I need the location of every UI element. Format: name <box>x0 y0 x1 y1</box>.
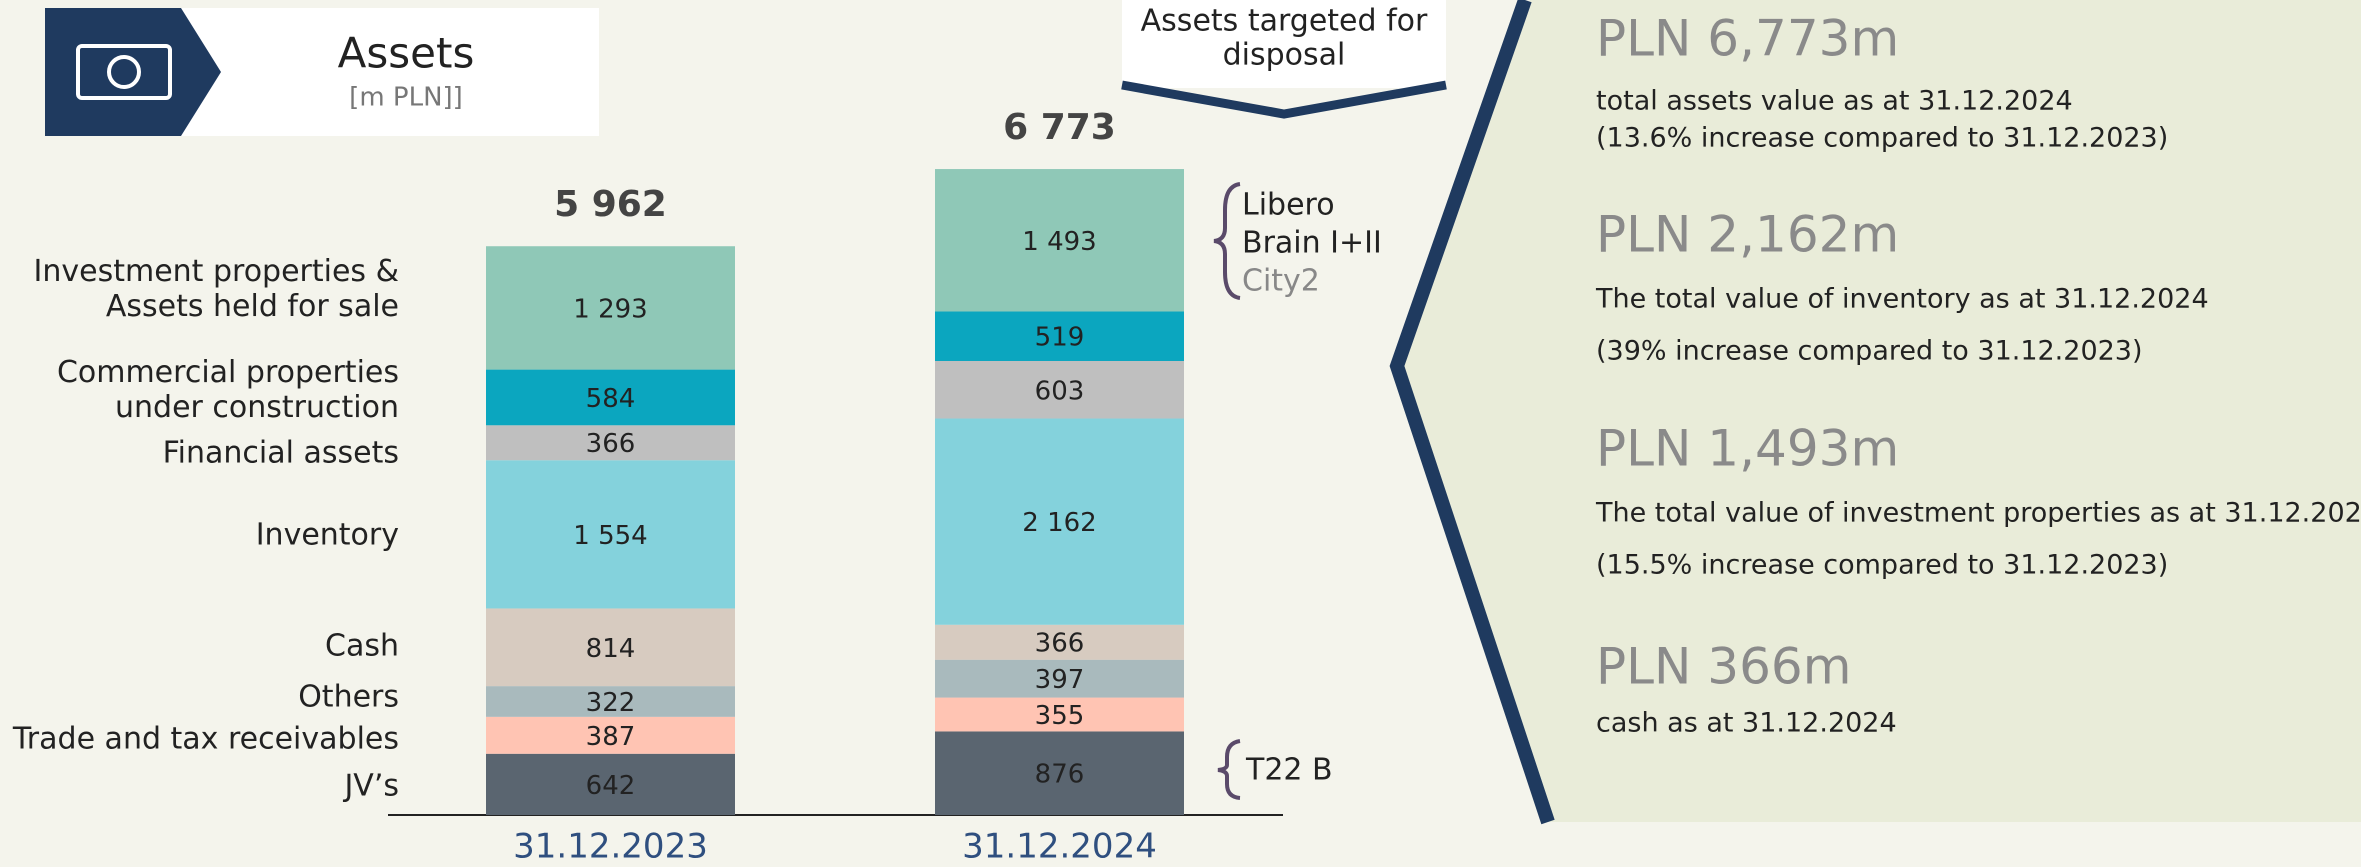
value-label: 1 554 <box>573 521 647 551</box>
icon <box>107 55 141 89</box>
bar-segment <box>935 624 1184 660</box>
value-label: 1 493 <box>1022 227 1096 257</box>
value-label: 814 <box>586 634 636 664</box>
highlight-text: cash as at 31.12.2024 <box>1596 708 1897 739</box>
brace <box>1213 182 1241 300</box>
total-label: 6 773 <box>1003 107 1116 148</box>
bar-segment <box>486 369 735 426</box>
highlight-text: total assets value as at 31.12.2024 <box>1596 86 2073 117</box>
bar-segment <box>935 311 1184 361</box>
value-label: 2 162 <box>1022 508 1096 538</box>
header-subtitle: [m PLN]] <box>349 83 463 113</box>
series-label: Inventory <box>255 517 399 553</box>
highlight-text: (13.6% increase compared to 31.12.2023) <box>1596 123 2168 154</box>
bar-segment <box>486 425 735 461</box>
icon <box>76 44 172 100</box>
header-title: Assets <box>338 29 475 78</box>
bar-segment <box>486 716 735 754</box>
series-label: Investment properties & Assets held for … <box>33 254 399 324</box>
series-label: Commercial properties under construction <box>56 355 399 425</box>
value-label: 355 <box>1035 701 1085 731</box>
callout-chevron <box>1121 80 1447 119</box>
bar-segment <box>486 753 735 815</box>
bar-segment <box>935 731 1184 815</box>
header-icon-box <box>45 8 221 136</box>
x-tick-label: 31.12.2023 <box>513 827 708 867</box>
highlight-title: PLN 1,493m <box>1596 420 1899 478</box>
series-label: Financial assets <box>162 435 399 471</box>
bar-segment <box>935 169 1184 312</box>
value-label: 584 <box>586 384 636 414</box>
highlight-title: PLN 2,162m <box>1596 206 1899 264</box>
brace-label: Brain I+II <box>1242 226 1382 261</box>
bar-segment <box>935 418 1184 625</box>
highlight-title: PLN 6,773m <box>1596 10 1899 68</box>
total-label: 5 962 <box>554 184 667 225</box>
value-label: 519 <box>1035 323 1085 353</box>
series-label: Trade and tax receivables <box>12 721 399 757</box>
highlight-text: (39% increase compared to 31.12.2023) <box>1596 336 2143 367</box>
value-label: 876 <box>1035 760 1085 790</box>
series-label: Cash <box>325 628 399 664</box>
x-tick-label: 31.12.2024 <box>962 827 1157 867</box>
highlight-text: The total value of investment properties… <box>1595 498 2361 529</box>
callout-text: Assets targeted for <box>1141 4 1428 39</box>
bar-segment <box>935 697 1184 732</box>
highlight-text: The total value of inventory as at 31.12… <box>1595 284 2209 315</box>
brace-label: T22 B <box>1245 753 1333 788</box>
bar-segment <box>486 246 735 370</box>
value-label: 397 <box>1035 665 1085 695</box>
brace-label: Libero <box>1242 188 1335 223</box>
bar-segment <box>486 608 735 687</box>
highlight-title: PLN 366m <box>1596 638 1851 696</box>
series-label: Others <box>298 679 399 715</box>
value-label: 366 <box>1035 629 1085 659</box>
brace-label: City2 <box>1242 264 1320 299</box>
value-label: 387 <box>586 722 636 752</box>
bar-segment <box>486 460 735 609</box>
value-label: 642 <box>586 771 636 801</box>
callout-text: disposal <box>1223 38 1346 73</box>
panel-edge <box>1389 0 1555 825</box>
bar-segment <box>486 686 735 717</box>
bar-segment <box>935 659 1184 698</box>
brace <box>1217 739 1241 800</box>
value-label: 322 <box>586 688 636 718</box>
value-label: 366 <box>586 429 636 459</box>
header-box <box>181 8 599 136</box>
panel <box>1397 0 2361 822</box>
value-label: 603 <box>1035 376 1085 406</box>
highlight-text: (15.5% increase compared to 31.12.2023) <box>1596 550 2168 581</box>
callout-box <box>1122 0 1446 88</box>
value-label: 1 293 <box>573 294 647 324</box>
bar-segment <box>935 360 1184 419</box>
series-label: JV’s <box>344 768 399 804</box>
